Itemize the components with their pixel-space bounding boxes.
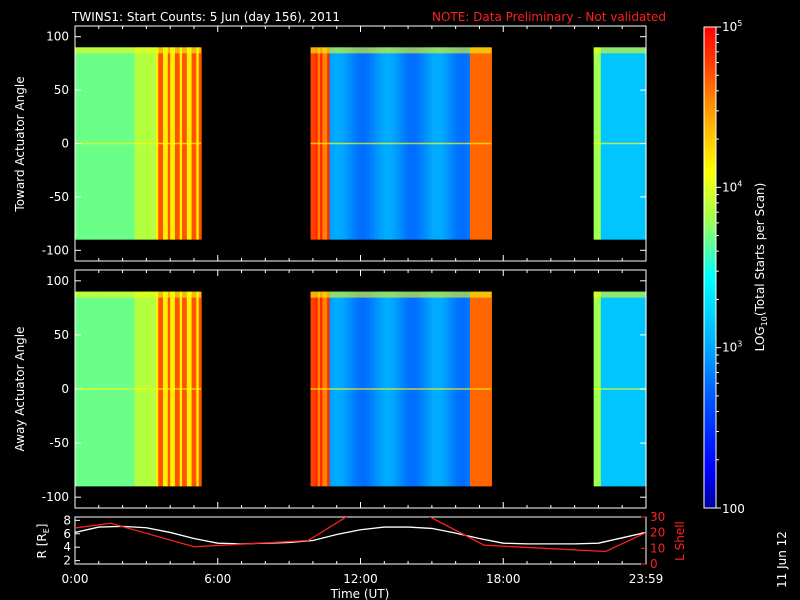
x-tick-label: 6:00 [204, 572, 231, 586]
away-ylabel: Away Actuator Angle [13, 326, 27, 451]
y-tick-label: 100 [46, 274, 69, 288]
date-stamp: 11 Jun 12 [775, 531, 789, 588]
lshell-tick-label: 10 [650, 541, 665, 555]
r-axis-label-sub: E [42, 528, 51, 533]
y-tick-label: 50 [54, 83, 69, 97]
colorbar-tick-label: 100 [722, 502, 745, 516]
colorbar-tick-exp: 3 [737, 340, 742, 349]
r-tick-label: 8 [63, 513, 71, 527]
lshell-tick-label: 30 [650, 510, 665, 524]
lshell-tick-label: 0 [650, 557, 658, 571]
colorbar-tick-label: 104 [722, 179, 742, 194]
lshell-axis-label: L Shell [673, 521, 687, 561]
heatmap-edge [310, 291, 492, 298]
toward-panel: 100 50 0 -50 -100 Toward Actuator Angle [13, 25, 647, 262]
colorbar-label-sub: 10 [760, 316, 769, 326]
colorbar-tick-base: 10 [722, 180, 737, 194]
colorbar-tick-base: 10 [722, 20, 737, 34]
colorbar-tick-label: 105 [722, 19, 742, 34]
colorbar-label-pre: LOG [753, 326, 767, 351]
r-axis-label-pre: R [R [35, 533, 49, 558]
toward-ylabel: Toward Actuator Angle [13, 76, 27, 212]
colorbar-tick-exp: 4 [737, 179, 742, 188]
r-axis-label: R [RE] [35, 524, 51, 559]
lshell-tick-label: 20 [650, 526, 665, 540]
r-tick-label: 4 [63, 540, 71, 554]
y-tick-label: 100 [46, 30, 69, 44]
heatmap-edge [593, 291, 646, 298]
y-tick-label: -100 [42, 490, 69, 504]
r-axis-label-post: ] [35, 524, 49, 529]
colorbar-tick-base: 10 [722, 341, 737, 355]
heatmap-edge [75, 291, 202, 298]
colorbar-tick-base: 100 [722, 502, 745, 516]
y-tick-label: -100 [42, 243, 69, 257]
colorbar-label: LOG10(Total Starts per Scan) [753, 183, 769, 352]
x-tick-label: 0:00 [62, 572, 89, 586]
x-tick-label: 23:59 [629, 572, 664, 586]
y-tick-label: -50 [49, 190, 69, 204]
r-tick-label: 2 [63, 554, 71, 568]
colorbar-label-post: (Total Starts per Scan) [753, 183, 767, 317]
heatmap-edge [593, 47, 646, 54]
preliminary-note: NOTE: Data Preliminary - Not validated [432, 10, 666, 24]
away-panel: 100 50 0 -50 -100 Away Actuator Angle [13, 269, 647, 509]
heatmap-edge [310, 47, 492, 54]
toward-heatmap [75, 47, 647, 240]
x-axis-label: Time (UT) [330, 587, 390, 600]
lshell-series-line [75, 517, 646, 553]
colorbar-gradient [703, 26, 717, 509]
y-tick-label: 50 [54, 328, 69, 342]
colorbar-tick-exp: 5 [737, 19, 742, 28]
y-tick-label: 0 [61, 137, 69, 151]
r-tick-label: 6 [63, 527, 71, 541]
y-tick-label: 0 [61, 382, 69, 396]
chart-title: TWINS1: Start Counts: 5 Jun (day 156), 2… [71, 10, 340, 24]
heatmap-edge [75, 47, 202, 54]
orbit-panel-frame [74, 516, 647, 565]
away-heatmap [75, 291, 647, 487]
r-series-line [75, 525, 646, 545]
x-tick-label: 12:00 [343, 572, 378, 586]
y-tick-label: -50 [49, 436, 69, 450]
colorbar-tick-label: 103 [722, 340, 742, 355]
x-tick-label: 18:00 [486, 572, 521, 586]
